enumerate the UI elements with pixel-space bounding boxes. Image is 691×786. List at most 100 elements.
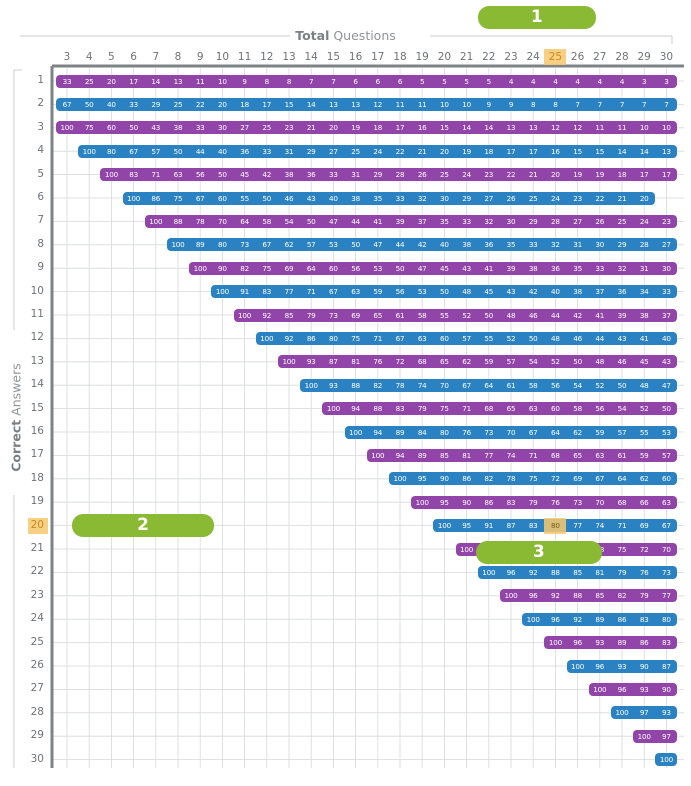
y-tick-label: 23 xyxy=(30,588,44,601)
cell-value: 82 xyxy=(617,591,627,601)
y-tick-label: 28 xyxy=(30,705,44,718)
cell-value: 50 xyxy=(440,287,449,297)
cell-value: 59 xyxy=(373,287,383,297)
cell-value: 31 xyxy=(639,263,649,273)
x-tick-label: 3 xyxy=(63,51,71,63)
cell-value: 50 xyxy=(528,333,538,343)
cell-value: 86 xyxy=(617,614,627,624)
cell-value: 28 xyxy=(395,170,405,180)
cell-value: 63 xyxy=(662,497,671,507)
x-tick-label: 28 xyxy=(615,51,629,63)
cell-value: 80 xyxy=(218,240,227,250)
cell-value: 72 xyxy=(395,357,405,367)
cell-value: 73 xyxy=(484,427,494,437)
cell-value: 45 xyxy=(484,287,494,297)
cell-value: 95 xyxy=(462,521,471,531)
cell-value: 100 xyxy=(260,333,274,343)
cell-value: 67 xyxy=(262,240,272,250)
cell-value: 83 xyxy=(129,170,138,180)
cell-value: 65 xyxy=(573,450,582,460)
y-tick-label: 30 xyxy=(30,752,44,765)
cell-value: 85 xyxy=(573,567,582,577)
cell-value: 25 xyxy=(617,216,627,226)
cell-value: 46 xyxy=(528,310,538,320)
y-tick-label: 16 xyxy=(30,425,44,437)
cell-value: 35 xyxy=(373,193,383,203)
row-bar xyxy=(144,214,678,228)
cell-value: 67 xyxy=(462,380,471,390)
cell-value: 24 xyxy=(373,146,383,156)
cell-value: 7 xyxy=(575,99,580,109)
cell-value: 33 xyxy=(129,99,138,109)
row-bar xyxy=(500,589,678,603)
cell-value: 94 xyxy=(351,404,360,414)
cell-value: 11 xyxy=(395,99,405,109)
cell-value: 70 xyxy=(595,497,605,507)
cell-value: 42 xyxy=(573,310,582,320)
cell-value: 23 xyxy=(573,193,582,203)
cell-value: 19 xyxy=(573,170,582,180)
cell-value: 96 xyxy=(595,661,605,671)
cell-value: 17 xyxy=(662,170,671,180)
cell-value: 54 xyxy=(528,357,538,367)
cell-value: 33 xyxy=(62,76,72,86)
cell-value: 100 xyxy=(637,731,651,741)
cell-value: 75 xyxy=(440,404,449,414)
cell-value: 72 xyxy=(551,474,560,484)
cell-value: 17 xyxy=(129,76,138,86)
y-tick-label: 26 xyxy=(30,659,44,671)
cell-value: 33 xyxy=(528,240,538,250)
cell-value: 24 xyxy=(462,170,471,180)
cell-value: 90 xyxy=(462,497,471,507)
cell-value: 100 xyxy=(349,427,363,437)
cell-value: 27 xyxy=(573,216,582,226)
cell-value: 92 xyxy=(284,333,294,343)
cell-value: 23 xyxy=(662,216,671,226)
cell-value: 94 xyxy=(395,450,405,460)
x-tick-label: 8 xyxy=(174,51,182,63)
cell-value: 5 xyxy=(442,76,447,86)
cell-value: 50 xyxy=(173,146,183,156)
cell-value: 82 xyxy=(373,380,383,390)
cell-value: 29 xyxy=(151,99,161,109)
cell-value: 17 xyxy=(639,170,649,180)
cell-value: 83 xyxy=(662,638,671,648)
cell-value: 67 xyxy=(595,474,605,484)
cell-value: 45 xyxy=(240,170,249,180)
y-tick-label: 20 xyxy=(30,518,44,531)
cell-value: 20 xyxy=(639,193,649,203)
cell-value: 37 xyxy=(595,287,605,297)
row-bar xyxy=(655,753,678,767)
cell-value: 14 xyxy=(306,99,316,109)
cell-value: 17 xyxy=(506,146,516,156)
cell-value: 59 xyxy=(484,357,494,367)
x-tick-label: 11 xyxy=(237,51,252,63)
cell-value: 43 xyxy=(306,193,316,203)
cell-value: 20 xyxy=(551,170,560,180)
cell-value: 27 xyxy=(240,123,249,133)
cell-value: 3 xyxy=(642,76,647,86)
cell-value: 50 xyxy=(262,193,272,203)
cell-value: 67 xyxy=(395,333,405,343)
cell-value: 97 xyxy=(639,708,649,718)
callout-3: 3 xyxy=(475,541,602,564)
cell-value: 43 xyxy=(462,263,471,273)
cell-value: 67 xyxy=(528,427,538,437)
cell-value: 14 xyxy=(617,146,627,156)
cell-value: 58 xyxy=(262,216,272,226)
cell-value: 32 xyxy=(417,193,427,203)
cell-value: 42 xyxy=(262,170,272,180)
cell-value: 38 xyxy=(351,193,360,203)
y-tick-label: 25 xyxy=(30,635,44,648)
cell-value: 32 xyxy=(617,263,627,273)
cell-value: 45 xyxy=(639,357,649,367)
cell-value: 78 xyxy=(195,216,205,226)
cell-value: 77 xyxy=(284,287,294,297)
cell-value: 19 xyxy=(351,123,360,133)
cell-value: 25 xyxy=(84,76,94,86)
cell-value: 100 xyxy=(482,567,496,577)
cell-value: 67 xyxy=(62,99,72,109)
cell-value: 11 xyxy=(417,99,427,109)
cell-value: 73 xyxy=(329,310,338,320)
y-tick-label: 15 xyxy=(30,401,44,414)
